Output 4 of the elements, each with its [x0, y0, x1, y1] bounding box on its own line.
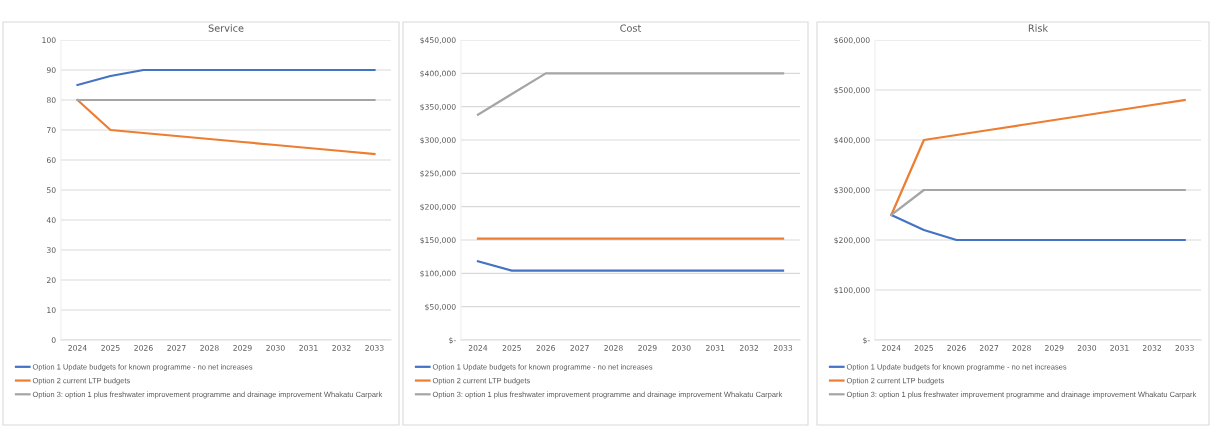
chart-title: Cost	[620, 24, 642, 32]
chart-title: Service	[208, 24, 244, 32]
chart-title: Risk	[1028, 24, 1049, 32]
line-series	[76, 98, 376, 156]
